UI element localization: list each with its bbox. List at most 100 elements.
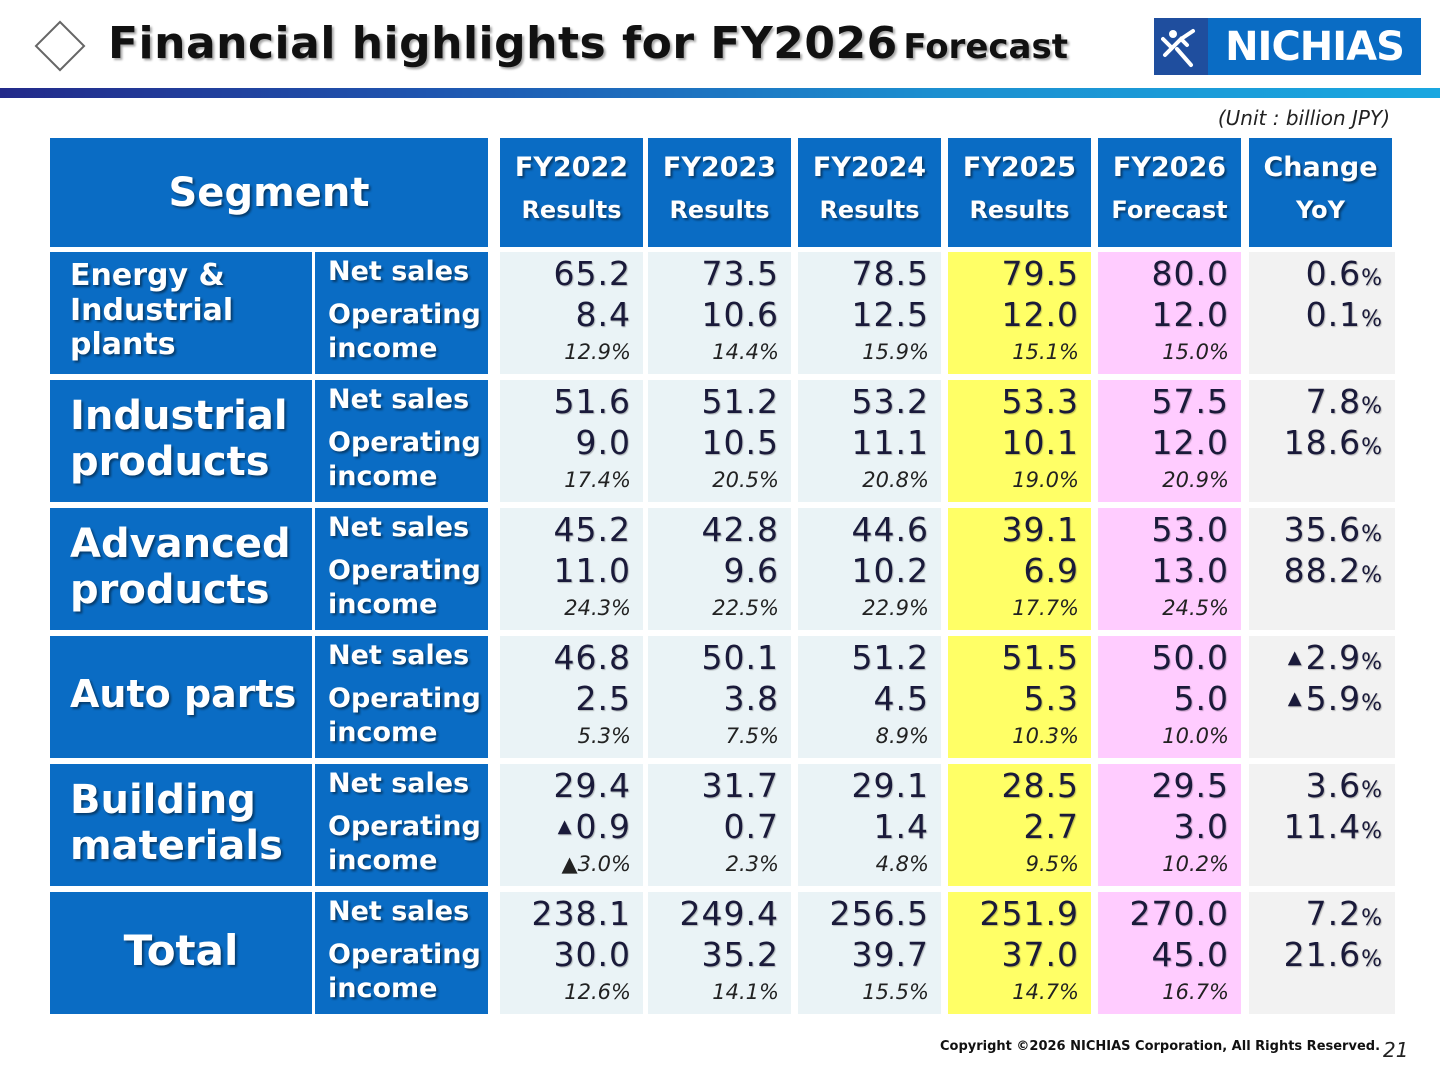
value-cell: 29.5 3.0 10.2%	[1098, 764, 1241, 886]
column-header-line1: FY2026	[1112, 152, 1227, 183]
operating-margin-value: 2.3%	[726, 852, 779, 876]
net-sales-value: 51.6	[554, 382, 631, 421]
net-sales-value: 238.1	[532, 894, 631, 933]
operating-income-value: 35.2	[702, 935, 779, 974]
operating-income-value: 4.5	[874, 679, 929, 718]
operating-margin-value: 20.5%	[712, 468, 779, 492]
net-sales-value: 256.5	[830, 894, 929, 933]
operating-margin-value: ▲3.0%	[561, 852, 631, 876]
operating-income-value: 10.2	[852, 551, 929, 590]
net-sales-number: 50.1	[701, 638, 779, 677]
net-sales-value: 73.5	[702, 254, 779, 293]
metric-labels: Net sales Operating income	[315, 636, 488, 758]
value-cell: 73.5 10.6 14.4%	[648, 252, 791, 374]
percent-sign: %	[1361, 522, 1383, 547]
metric-labels: Net sales Operating income	[315, 764, 488, 886]
net-sales-number: 39.1	[1001, 510, 1079, 549]
operating-income-number: 10.5	[701, 423, 779, 462]
operating-margin-value: 10.2%	[1162, 852, 1229, 876]
operating-margin-number: 20.5%	[712, 468, 779, 492]
value-cell: 39.1 6.9 17.7%	[948, 508, 1091, 630]
operating-income-value: 5.0	[1174, 679, 1229, 718]
operating-margin-number: 7.5%	[725, 724, 779, 748]
operating-margin-value: 7.5%	[726, 724, 779, 748]
segment-name-text: Building materials	[70, 777, 283, 869]
net-sales-number: 51.6	[553, 382, 631, 421]
operating-margin-value: 14.1%	[712, 980, 779, 1004]
operating-income-number: 5.0	[1173, 679, 1229, 718]
operating-margin-number: 10.0%	[1162, 724, 1229, 748]
header-gradient-bar	[0, 88, 1440, 98]
value-cell: 78.5 12.5 15.9%	[798, 252, 941, 374]
operating-margin-number: 22.9%	[862, 596, 929, 620]
operating-margin-value: 8.9%	[876, 724, 929, 748]
segment-name: Auto parts	[50, 636, 312, 758]
column-header-line1: FY2023	[662, 152, 777, 183]
operating-income-value: 13.0	[1152, 551, 1229, 590]
operating-margin-value: 12.9%	[564, 340, 631, 364]
operating-margin-value: 12.6%	[564, 980, 631, 1004]
segment-name-text: Advanced products	[70, 521, 291, 613]
operating-income-value: 11.1	[852, 423, 929, 462]
net-sales-value: 53.3	[1002, 382, 1079, 421]
operating-income-change: 21.6%	[1284, 935, 1383, 974]
operating-margin-value: 20.9%	[1162, 468, 1229, 492]
operating-income-number: 2.7	[1023, 807, 1079, 846]
net-sales-value: 80.0	[1152, 254, 1229, 293]
net-sales-number: 53.2	[851, 382, 929, 421]
operating-income-change: ▲5.9%	[1288, 679, 1383, 718]
operating-margin-number: 16.7%	[1162, 980, 1229, 1004]
operating-income-number: 3.0	[1173, 807, 1229, 846]
operating-margin-value: 17.7%	[1012, 596, 1079, 620]
negative-triangle-icon: ▲	[557, 816, 573, 837]
operating-income-value: 12.0	[1002, 295, 1079, 334]
value-cell: 79.5 12.0 15.1%	[948, 252, 1091, 374]
value-cell: 53.0 13.0 24.5%	[1098, 508, 1241, 630]
net-sales-number: 57.5	[1151, 382, 1229, 421]
net-sales-number: 31.7	[701, 766, 779, 805]
operating-income-value: 9.6	[724, 551, 779, 590]
net-sales-number: 256.5	[829, 894, 929, 933]
operating-income-number: 45.0	[1151, 935, 1229, 974]
net-sales-number: 50.0	[1151, 638, 1229, 677]
net-sales-change-number: 7.8	[1305, 382, 1362, 421]
net-sales-number: 53.0	[1151, 510, 1229, 549]
operating-margin-number: 5.3%	[577, 724, 631, 748]
percent-sign: %	[1361, 947, 1383, 972]
operating-income-label-line2: income	[328, 973, 438, 1004]
operating-margin-number: 4.8%	[875, 852, 929, 876]
operating-income-value: 30.0	[554, 935, 631, 974]
operating-margin-number: 15.5%	[862, 980, 929, 1004]
net-sales-change-number: 35.6	[1283, 510, 1362, 549]
net-sales-label: Net sales	[328, 640, 470, 671]
metric-labels: Net sales Operating income	[315, 380, 488, 502]
net-sales-label: Net sales	[328, 256, 470, 287]
operating-income-label-line1: Operating	[328, 299, 481, 330]
percent-sign: %	[1361, 906, 1383, 931]
value-cell: 53.3 10.1 19.0%	[948, 380, 1091, 502]
operating-margin-number: 10.3%	[1012, 724, 1079, 748]
percent-sign: %	[1361, 819, 1383, 844]
net-sales-change: 0.6%	[1306, 254, 1383, 293]
segment-name: Energy & Industrial plants	[50, 252, 312, 374]
operating-income-change-number: 88.2	[1283, 551, 1362, 590]
value-cell: 50.1 3.8 7.5%	[648, 636, 791, 758]
operating-income-number: 10.1	[1001, 423, 1079, 462]
operating-income-number: 5.3	[1023, 679, 1079, 718]
operating-income-value: 2.5	[576, 679, 631, 718]
column-header: Change YoY	[1249, 138, 1392, 247]
change-yoy-cell: 7.2% 21.6%	[1249, 892, 1395, 1014]
net-sales-number: 29.5	[1151, 766, 1229, 805]
percent-sign: %	[1361, 650, 1383, 675]
column-header: FY2022 Results	[500, 138, 643, 247]
operating-income-change-number: 11.4	[1283, 807, 1362, 846]
value-cell: 50.0 5.0 10.0%	[1098, 636, 1241, 758]
net-sales-change: ▲2.9%	[1288, 638, 1383, 677]
change-yoy-cell: ▲2.9% ▲5.9%	[1249, 636, 1395, 758]
operating-income-value: 3.8	[724, 679, 779, 718]
operating-income-change: 0.1%	[1306, 295, 1383, 334]
value-cell: 51.6 9.0 17.4%	[500, 380, 643, 502]
column-header: FY2025 Results	[948, 138, 1091, 247]
net-sales-value: 51.2	[702, 382, 779, 421]
operating-margin-number: 17.7%	[1012, 596, 1079, 620]
